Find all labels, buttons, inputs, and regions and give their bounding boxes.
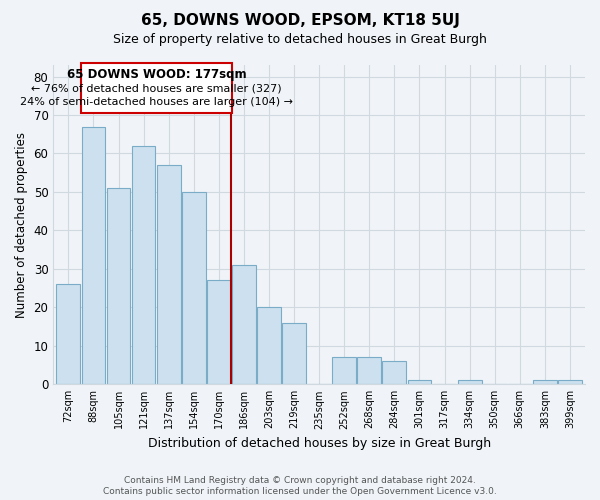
Text: 65, DOWNS WOOD, EPSOM, KT18 5UJ: 65, DOWNS WOOD, EPSOM, KT18 5UJ <box>140 12 460 28</box>
Bar <box>382 361 406 384</box>
Text: ← 76% of detached houses are smaller (327): ← 76% of detached houses are smaller (32… <box>31 83 282 93</box>
FancyBboxPatch shape <box>82 63 232 113</box>
Bar <box>207 280 231 384</box>
Bar <box>131 146 155 384</box>
X-axis label: Distribution of detached houses by size in Great Burgh: Distribution of detached houses by size … <box>148 437 491 450</box>
Text: Contains HM Land Registry data © Crown copyright and database right 2024.: Contains HM Land Registry data © Crown c… <box>124 476 476 485</box>
Bar <box>157 165 181 384</box>
Bar <box>182 192 206 384</box>
Bar <box>82 126 106 384</box>
Text: Size of property relative to detached houses in Great Burgh: Size of property relative to detached ho… <box>113 32 487 46</box>
Bar <box>558 380 582 384</box>
Text: 24% of semi-detached houses are larger (104) →: 24% of semi-detached houses are larger (… <box>20 96 293 106</box>
Bar <box>56 284 80 384</box>
Bar <box>533 380 557 384</box>
Bar <box>332 358 356 384</box>
Bar <box>232 265 256 384</box>
Bar <box>257 308 281 384</box>
Y-axis label: Number of detached properties: Number of detached properties <box>15 132 28 318</box>
Bar <box>282 323 306 384</box>
Bar <box>407 380 431 384</box>
Bar <box>107 188 130 384</box>
Bar <box>358 358 381 384</box>
Text: 65 DOWNS WOOD: 177sqm: 65 DOWNS WOOD: 177sqm <box>67 68 247 81</box>
Bar <box>458 380 482 384</box>
Text: Contains public sector information licensed under the Open Government Licence v3: Contains public sector information licen… <box>103 487 497 496</box>
